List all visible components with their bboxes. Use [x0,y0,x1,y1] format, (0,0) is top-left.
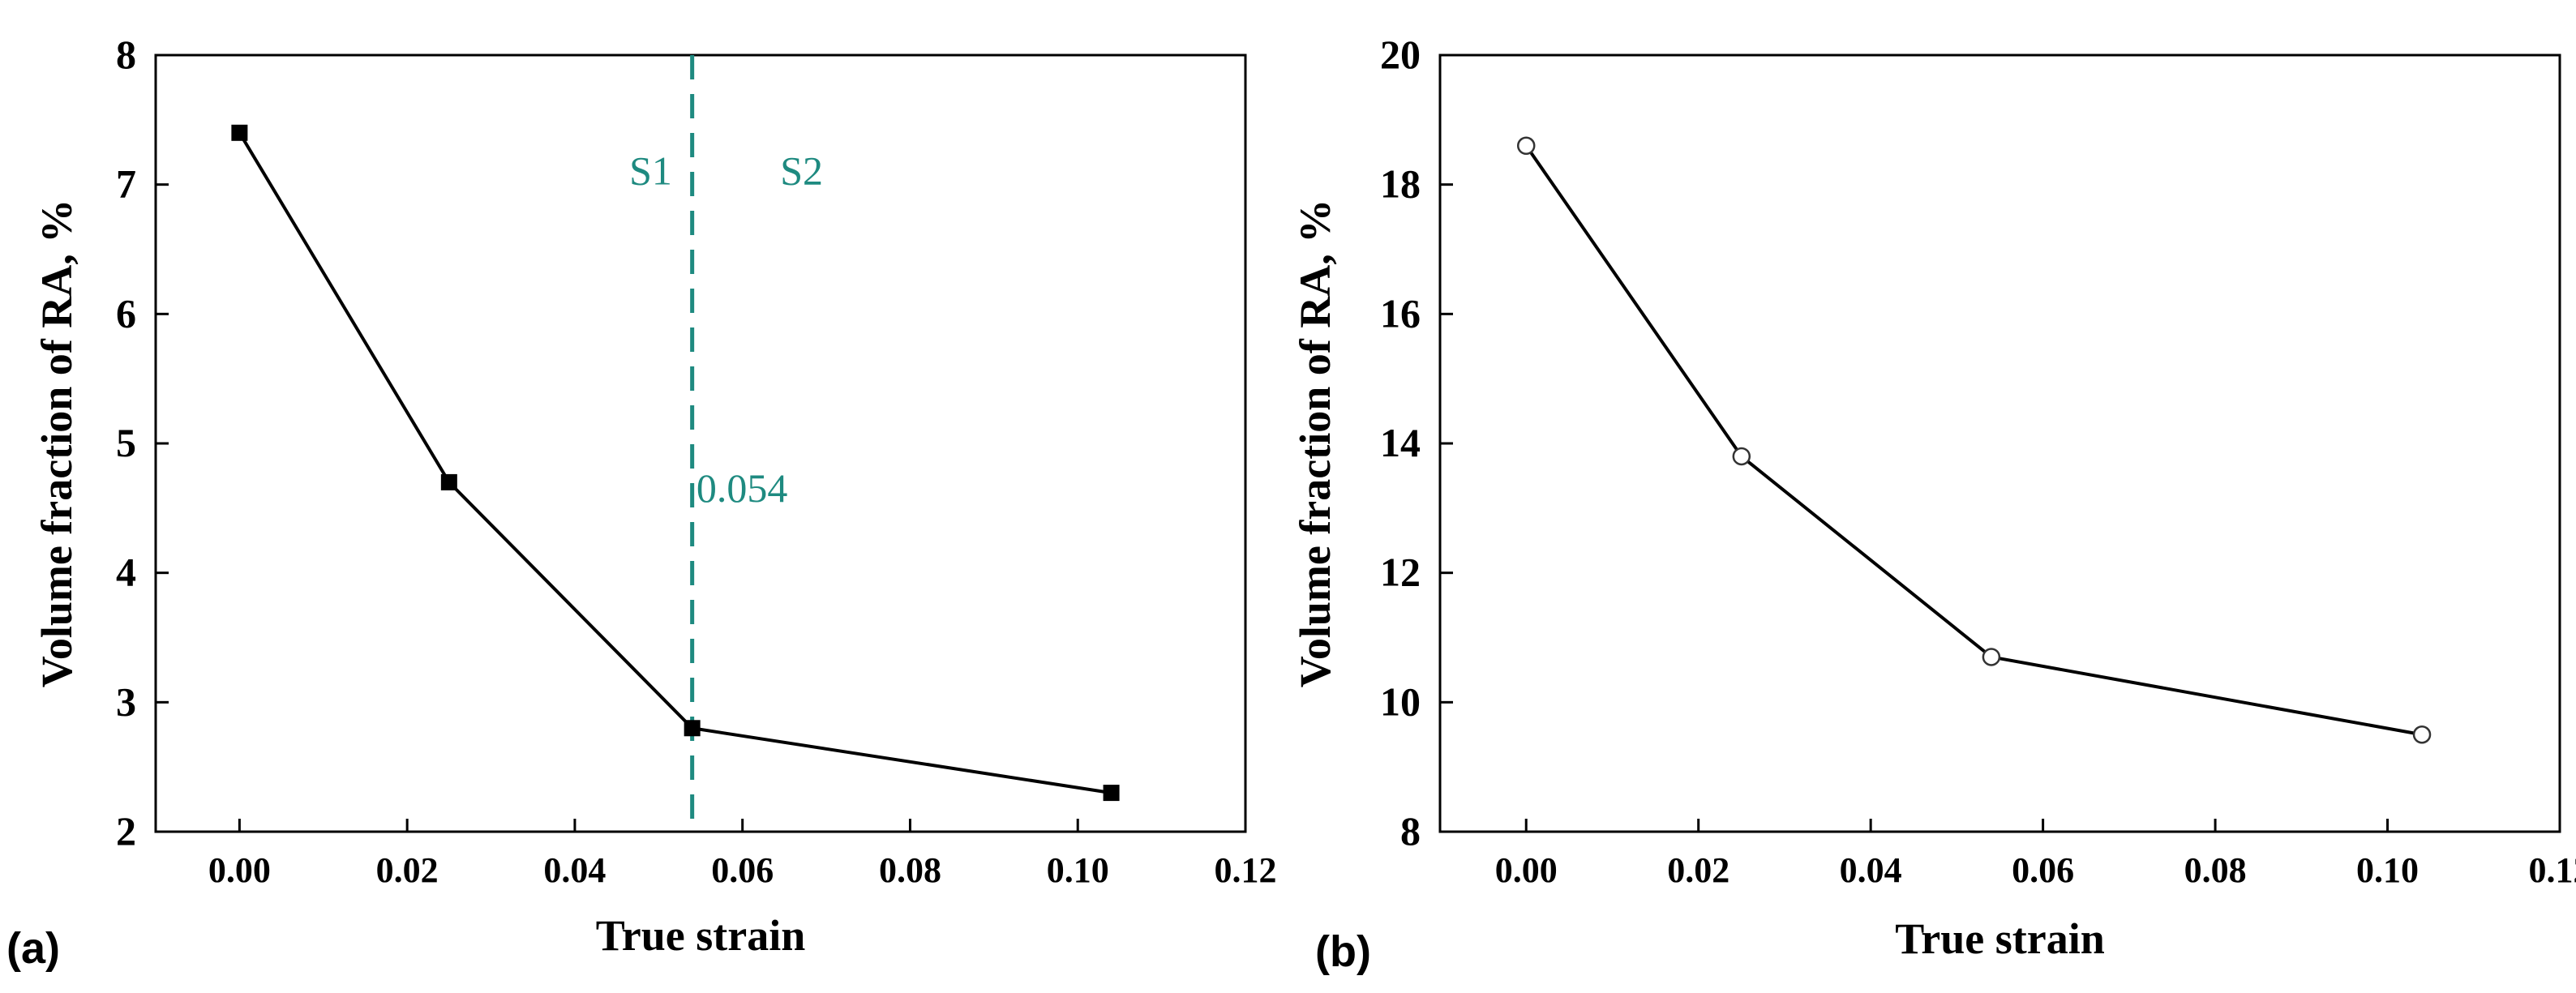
data-point-marker [231,124,248,141]
panel-b: 0.00 0.02 0.04 0.06 0.08 0.10 0.12 8 10 12 14 16 18 2… [1291,32,2576,976]
panel-a: 0.00 0.02 0.04 0.06 0.08 0.10 0.12 2 3 4 5 6 7 8 True … [6,32,1277,973]
y-tick-label: 4 [116,550,136,595]
x-tick-label: 0.02 [376,850,439,890]
x-tick-label: 0.12 [2529,850,2576,890]
data-point-marker [1103,785,1120,802]
data-point-marker [2412,725,2432,744]
x-tick-label: 0.00 [208,850,271,890]
y-tick-label: 18 [1380,161,1421,207]
series-line [1524,144,2423,737]
annotation-text: S2 [780,148,823,194]
series-line [238,131,1112,795]
data-point-marker [440,473,457,490]
x-tick-label: 0.04 [543,850,606,890]
data-point-marker [684,720,701,737]
x-tick-label: 0.10 [1047,850,1109,890]
y-tick-label: 10 [1380,678,1421,724]
y-tick-label: 8 [1400,808,1421,854]
y-tick-label: 16 [1380,290,1421,336]
x-tick-label: 0.06 [2012,850,2074,890]
y-tick-label: 8 [116,32,136,77]
x-axis-label: True strain [596,911,805,960]
x-axis-label: True strain [1895,914,2104,963]
x-tick-label: 0.04 [1840,850,1902,890]
data-point-marker [1982,648,2001,666]
y-tick-label: 6 [116,290,136,336]
data-point-marker [1732,447,1751,466]
y-tick-label: 5 [116,420,136,465]
x-tick-label: 0.12 [1215,850,1277,890]
annotation-text: 0.054 [697,465,788,511]
y-tick-label: 14 [1380,420,1421,465]
y-tick-label: 2 [116,808,136,854]
x-tick-label: 0.02 [1667,850,1729,890]
x-tick-label: 0.08 [879,850,941,890]
y-axis-label: Volume fraction of RA, % [32,199,81,687]
y-axis-label: Volume fraction of RA, % [1291,199,1339,687]
x-tick-label: 0.10 [2356,850,2419,890]
data-point-marker [1516,136,1536,156]
y-tick-label: 7 [116,161,136,207]
y-tick-label: 3 [116,678,136,724]
x-tick-label: 0.08 [2184,850,2247,890]
annotation-text: S1 [629,148,672,194]
panel-label: (a) [6,924,60,973]
x-tick-label: 0.06 [711,850,774,890]
panel-label: (b) [1315,927,1371,976]
y-tick-label: 20 [1380,32,1421,77]
y-tick-label: 12 [1380,550,1421,595]
x-tick-label: 0.00 [1495,850,1558,890]
